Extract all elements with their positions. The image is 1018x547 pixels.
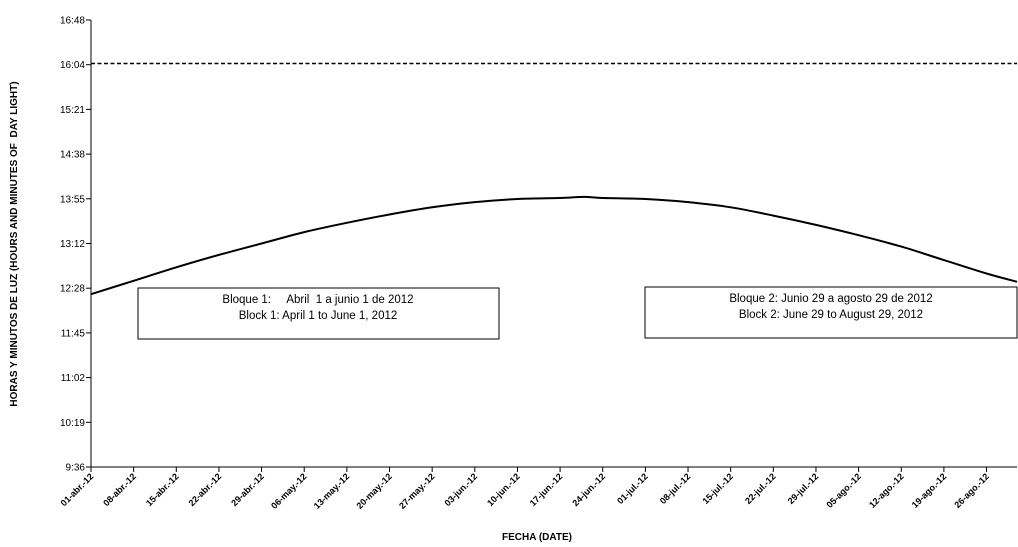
x-tick-label: 01-jul.-12 — [615, 471, 650, 506]
x-tick-label: 24-jun.-12 — [570, 471, 607, 508]
x-tick-label: 03-jun.-12 — [442, 471, 479, 508]
y-tick-label: 12:28 — [60, 284, 85, 295]
x-tick-label: 20-may.-12 — [354, 471, 394, 511]
y-tick-label: 15:21 — [60, 105, 85, 116]
series-layer — [90, 62, 1018, 296]
y-tick-label: 14:38 — [60, 150, 85, 161]
y-tick-label: 11:45 — [61, 328, 86, 339]
x-tick-label: 05-ago.-12 — [824, 471, 863, 510]
x-tick-label: 17-jun.-12 — [528, 471, 565, 508]
annotation-box-1 — [137, 287, 500, 340]
x-tick-label: 10-jun.-12 — [485, 471, 522, 508]
x-axis: 01-abr.-12 08-abr.-12 15-abr.-12 22-abr.-12… — [59, 466, 1017, 511]
x-tick-label: 22-jul.-12 — [743, 471, 778, 506]
annotation-block-2: Bloque 2: Junio 29 a agosto 29 de 2012 B… — [644, 286, 1018, 339]
y-tick-label: 10:19 — [60, 418, 85, 429]
y-tick-label: 9:36 — [66, 463, 86, 474]
x-tick-label: 27-may.-12 — [397, 471, 437, 511]
annotation-1-line-2: Block 1: April 1 to June 1, 2012 — [239, 310, 398, 322]
x-tick-label: 15-jul.-12 — [700, 471, 735, 506]
x-tick-label: 13-may.-12 — [312, 471, 352, 511]
y-axis: 9:36 10:19 11:02 11:45 12:28 13:12 13:55 14:38 1… — [60, 16, 92, 474]
annotation-1-line-1: Bloque 1: Abril 1 a junio 1 de 2012 — [222, 294, 413, 306]
x-tick-label: 29-jul.-12 — [786, 471, 821, 506]
annotation-2-line-1: Bloque 2: Junio 29 a agosto 29 de 2012 — [729, 293, 932, 305]
y-tick-label: 13:55 — [60, 194, 85, 205]
x-tick-label: 29-abr.-12 — [229, 471, 266, 508]
x-tick-label: 26-ago.-12 — [952, 471, 991, 510]
x-tick-label: 15-abr.-12 — [144, 471, 181, 508]
x-tick-label: 22-abr.-12 — [187, 471, 224, 508]
x-tick-label: 08-abr.-12 — [101, 471, 138, 508]
annotation-box-2 — [644, 286, 1018, 339]
daylight-series-line — [90, 195, 1018, 296]
y-tick-label: 13:12 — [60, 239, 85, 250]
x-tick-label: 08-jul.-12 — [658, 471, 693, 506]
annotation-2-line-2: Block 2: June 29 to August 29, 2012 — [739, 309, 923, 321]
x-tick-label: 12-ago.-12 — [867, 471, 906, 510]
y-tick-label: 16:48 — [60, 16, 85, 27]
x-axis-title: FECHA (DATE) — [502, 532, 572, 543]
x-tick-label: 06-may.-12 — [269, 471, 309, 511]
x-tick-label: 01-abr.-12 — [59, 471, 96, 508]
y-axis-title: HORAS Y MINUTOS DE LUZ (HOURS AND MINUTE… — [9, 81, 20, 406]
y-tick-label: 11:02 — [61, 373, 86, 384]
y-tick-label: 16:04 — [60, 60, 85, 71]
annotation-block-1: Bloque 1: Abril 1 a junio 1 de 2012 Bloc… — [137, 287, 500, 340]
x-tick-label: 19-ago.-12 — [910, 471, 949, 510]
